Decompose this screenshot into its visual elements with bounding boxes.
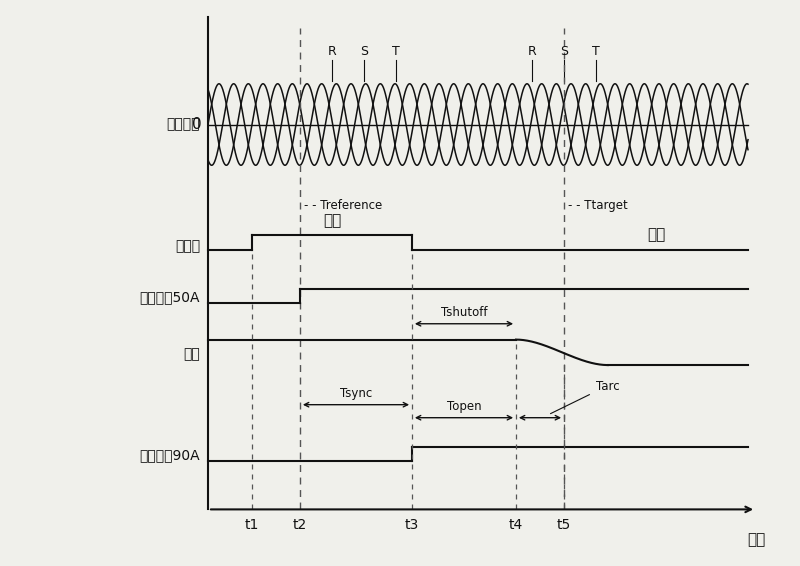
Text: - - Ttarget: - - Ttarget — [568, 199, 628, 212]
Text: Topen: Topen — [446, 400, 482, 413]
Text: S: S — [560, 45, 568, 58]
Text: R: R — [328, 45, 336, 58]
Text: T: T — [592, 45, 600, 58]
Text: R: R — [528, 45, 536, 58]
Text: 0: 0 — [192, 117, 202, 132]
Text: 断开指令50A: 断开指令50A — [139, 290, 200, 304]
Text: t2: t2 — [293, 518, 307, 532]
Text: 电源电压: 电源电压 — [166, 118, 200, 131]
Text: t1: t1 — [245, 518, 259, 532]
Text: 断开: 断开 — [647, 226, 665, 242]
Text: 行程: 行程 — [183, 347, 200, 361]
Text: Tarc: Tarc — [596, 380, 620, 393]
Text: t3: t3 — [405, 518, 419, 532]
Text: 时间: 时间 — [747, 532, 765, 547]
Text: Tsync: Tsync — [340, 387, 372, 400]
Text: 主电路: 主电路 — [175, 239, 200, 253]
Text: - - Treference: - - Treference — [304, 199, 382, 212]
Text: 断开信号90A: 断开信号90A — [139, 449, 200, 462]
Text: S: S — [360, 45, 368, 58]
Text: T: T — [392, 45, 400, 58]
Text: t5: t5 — [557, 518, 571, 532]
Text: Tshutoff: Tshutoff — [441, 306, 487, 319]
Text: t4: t4 — [509, 518, 523, 532]
Text: 闭合: 闭合 — [323, 213, 341, 228]
